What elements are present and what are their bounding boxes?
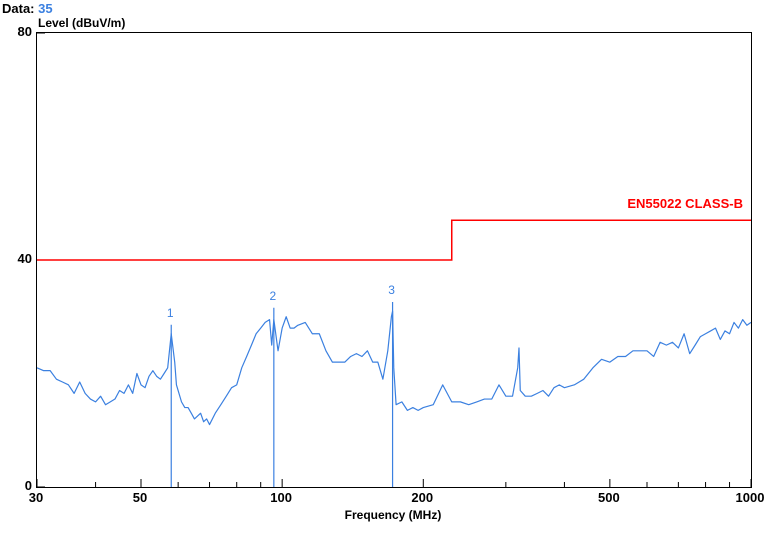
data-label-value: 35 bbox=[38, 1, 52, 16]
x-tick-label: 1000 bbox=[736, 490, 764, 505]
y-tick-label: 80 bbox=[2, 24, 32, 39]
y-axis-title: Level (dBuV/m) bbox=[38, 16, 125, 30]
x-tick-label: 50 bbox=[133, 490, 147, 505]
y-tick-label: 40 bbox=[2, 251, 32, 266]
plot-area bbox=[36, 32, 752, 488]
y-tick-label: 0 bbox=[2, 478, 32, 493]
plot-svg bbox=[37, 33, 751, 487]
x-tick-label: 500 bbox=[598, 490, 620, 505]
x-tick-label: 100 bbox=[270, 490, 292, 505]
peak-label: 2 bbox=[269, 289, 276, 303]
peak-label: 1 bbox=[167, 306, 174, 320]
chart-container: Data: 35 Level (dBuV/m) EN55022 CLASS-B … bbox=[0, 0, 764, 537]
limit-line-label: EN55022 CLASS-B bbox=[627, 196, 743, 211]
data-label-key: Data: bbox=[2, 1, 35, 16]
data-series-label: Data: 35 bbox=[2, 1, 53, 16]
x-axis-title: Frequency (MHz) bbox=[333, 508, 453, 522]
peak-label: 3 bbox=[388, 283, 395, 297]
x-tick-label: 200 bbox=[411, 490, 433, 505]
